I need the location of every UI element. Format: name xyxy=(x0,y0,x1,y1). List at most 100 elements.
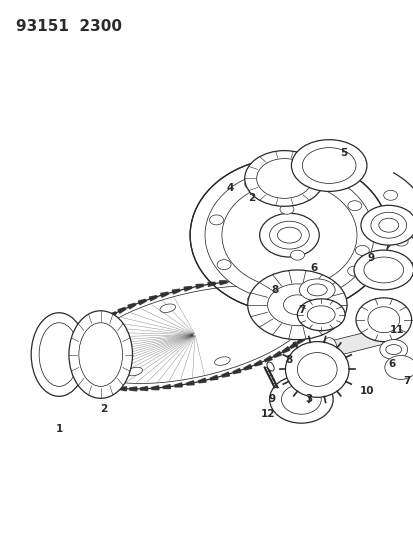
Polygon shape xyxy=(319,313,324,321)
Ellipse shape xyxy=(204,169,373,301)
Polygon shape xyxy=(264,356,271,362)
Polygon shape xyxy=(65,357,69,365)
Ellipse shape xyxy=(297,299,344,330)
Ellipse shape xyxy=(306,284,326,296)
Ellipse shape xyxy=(360,205,413,245)
Text: 8: 8 xyxy=(285,354,292,365)
Polygon shape xyxy=(130,387,136,391)
Polygon shape xyxy=(316,296,323,303)
Polygon shape xyxy=(163,385,170,389)
Ellipse shape xyxy=(39,322,78,386)
Ellipse shape xyxy=(269,375,332,423)
Ellipse shape xyxy=(259,213,318,257)
Polygon shape xyxy=(73,374,81,381)
Text: 1: 1 xyxy=(55,424,62,434)
Polygon shape xyxy=(263,279,270,282)
Ellipse shape xyxy=(214,357,230,365)
Polygon shape xyxy=(128,303,135,309)
Ellipse shape xyxy=(370,212,406,238)
Polygon shape xyxy=(67,344,73,351)
Ellipse shape xyxy=(320,337,336,361)
Polygon shape xyxy=(74,335,81,342)
Ellipse shape xyxy=(290,250,304,260)
Ellipse shape xyxy=(244,179,258,189)
Ellipse shape xyxy=(266,362,273,371)
Polygon shape xyxy=(78,378,86,383)
Polygon shape xyxy=(242,279,249,282)
Ellipse shape xyxy=(297,352,336,386)
Polygon shape xyxy=(118,308,125,313)
Text: 10: 10 xyxy=(359,386,373,397)
Polygon shape xyxy=(172,289,179,294)
Polygon shape xyxy=(151,386,159,390)
Ellipse shape xyxy=(274,320,290,328)
Ellipse shape xyxy=(262,287,276,297)
Text: 9: 9 xyxy=(366,253,373,263)
Text: 3: 3 xyxy=(305,394,312,405)
Text: 6: 6 xyxy=(387,359,394,369)
Text: 7: 7 xyxy=(298,305,305,315)
Ellipse shape xyxy=(299,279,335,301)
Polygon shape xyxy=(66,349,70,356)
Ellipse shape xyxy=(306,306,335,324)
Polygon shape xyxy=(100,317,107,322)
Polygon shape xyxy=(313,292,320,299)
Polygon shape xyxy=(290,281,297,286)
Ellipse shape xyxy=(347,266,361,276)
Ellipse shape xyxy=(279,204,293,214)
Polygon shape xyxy=(219,281,226,285)
Ellipse shape xyxy=(247,294,263,302)
Ellipse shape xyxy=(393,236,407,246)
Text: 6: 6 xyxy=(310,263,317,273)
Ellipse shape xyxy=(347,201,361,211)
Polygon shape xyxy=(100,385,108,389)
Polygon shape xyxy=(109,312,116,318)
Polygon shape xyxy=(326,327,390,357)
Ellipse shape xyxy=(355,298,411,342)
Text: 12: 12 xyxy=(260,409,274,419)
Polygon shape xyxy=(320,305,325,312)
Polygon shape xyxy=(207,282,215,286)
Polygon shape xyxy=(308,327,315,334)
Polygon shape xyxy=(160,292,168,297)
Ellipse shape xyxy=(216,260,230,270)
Text: 2: 2 xyxy=(100,404,107,414)
Ellipse shape xyxy=(283,295,311,315)
Polygon shape xyxy=(69,370,76,377)
Ellipse shape xyxy=(285,342,348,397)
Ellipse shape xyxy=(100,341,115,349)
Polygon shape xyxy=(85,326,93,332)
Ellipse shape xyxy=(320,281,333,291)
Text: 4: 4 xyxy=(225,183,233,193)
Polygon shape xyxy=(149,296,157,301)
Polygon shape xyxy=(297,337,304,344)
Polygon shape xyxy=(184,287,191,291)
Polygon shape xyxy=(186,381,194,385)
Polygon shape xyxy=(281,280,289,284)
Polygon shape xyxy=(195,284,203,288)
Ellipse shape xyxy=(209,215,223,225)
Polygon shape xyxy=(319,300,325,308)
Polygon shape xyxy=(309,289,316,295)
Ellipse shape xyxy=(291,140,366,191)
Ellipse shape xyxy=(385,345,401,354)
Ellipse shape xyxy=(363,257,403,283)
Text: 93151  2300: 93151 2300 xyxy=(16,19,122,34)
Ellipse shape xyxy=(244,151,323,206)
Ellipse shape xyxy=(380,322,396,346)
Polygon shape xyxy=(303,332,310,339)
Ellipse shape xyxy=(378,218,398,232)
Text: 5: 5 xyxy=(339,148,347,158)
Polygon shape xyxy=(297,284,304,288)
Polygon shape xyxy=(282,346,289,353)
Polygon shape xyxy=(320,309,325,317)
Polygon shape xyxy=(64,361,71,369)
Ellipse shape xyxy=(353,250,413,290)
Ellipse shape xyxy=(221,182,356,288)
Polygon shape xyxy=(303,286,311,292)
Ellipse shape xyxy=(301,173,315,183)
Polygon shape xyxy=(273,351,281,357)
Ellipse shape xyxy=(326,174,339,184)
Ellipse shape xyxy=(31,313,87,397)
Ellipse shape xyxy=(281,384,320,414)
